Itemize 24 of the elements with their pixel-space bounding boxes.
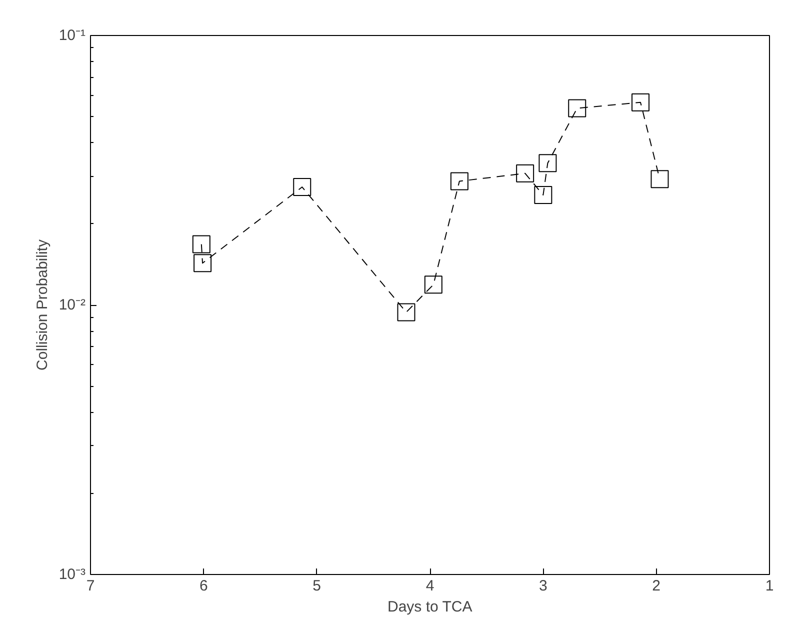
point bbox=[397, 303, 416, 322]
x-tick-label: 1 bbox=[765, 578, 774, 594]
y-tick-label: 10⁻² bbox=[58, 296, 86, 314]
x-tick-label: 2 bbox=[652, 578, 661, 594]
point bbox=[293, 178, 312, 196]
point bbox=[538, 154, 557, 172]
point bbox=[568, 99, 586, 118]
point bbox=[631, 93, 650, 112]
y-tick-label: 10⁻¹ bbox=[58, 27, 86, 44]
point bbox=[650, 170, 669, 188]
y-axis-title: Collision Probability bbox=[34, 239, 51, 370]
point bbox=[516, 164, 534, 182]
y-tick-label: 10⁻³ bbox=[58, 566, 86, 583]
point bbox=[534, 186, 552, 204]
x-tick-label: 4 bbox=[426, 578, 434, 594]
point bbox=[424, 276, 442, 294]
point bbox=[194, 254, 212, 272]
x-tick-label: 5 bbox=[312, 578, 322, 594]
point bbox=[450, 172, 468, 190]
point bbox=[192, 235, 210, 254]
x-tick-label: 7 bbox=[86, 578, 95, 594]
x-tick-label: 3 bbox=[538, 578, 548, 594]
x-axis-title: Days to TCA bbox=[387, 598, 472, 616]
x-tick-label: 6 bbox=[199, 578, 208, 594]
